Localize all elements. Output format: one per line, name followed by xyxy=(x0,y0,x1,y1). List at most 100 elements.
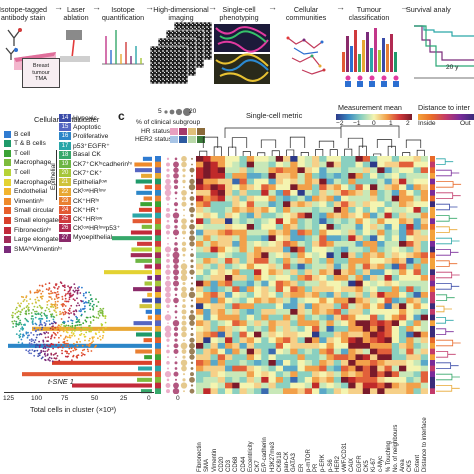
heatmap-cell xyxy=(348,252,356,259)
heatmap-cell xyxy=(203,320,211,327)
clinical-bubble xyxy=(166,304,170,309)
tsne-point xyxy=(48,308,50,311)
tsne-point xyxy=(30,317,33,320)
heatmap-cell xyxy=(210,320,219,327)
legend-label: Macrophage xyxy=(14,159,52,167)
heatmap-cell xyxy=(399,326,407,332)
legend-label: Apoptotic xyxy=(73,123,101,131)
tsne-point xyxy=(54,307,57,310)
heatmap-cell xyxy=(377,297,385,304)
heatmap-cell xyxy=(384,269,393,276)
heatmap-cell xyxy=(283,365,291,372)
tsne-point xyxy=(38,340,40,343)
tsne-point xyxy=(19,333,22,336)
heatmap-cell xyxy=(275,190,284,196)
tsne-point xyxy=(45,320,48,322)
heatmap-cell xyxy=(362,190,371,196)
heatmap-cell xyxy=(333,184,342,191)
phenotyping-images xyxy=(214,24,270,84)
clinical-bubble xyxy=(164,183,172,191)
tsne-point xyxy=(40,333,43,336)
tsne-point xyxy=(59,281,62,284)
heatmap-cell xyxy=(326,314,335,321)
heatmap-cell xyxy=(341,224,349,230)
clinical-bubble xyxy=(166,378,170,382)
heatmap-cell xyxy=(290,173,298,179)
heatmap-cell xyxy=(370,275,378,281)
heatmap-cell xyxy=(196,235,204,242)
heatmap-cell xyxy=(246,360,255,366)
heatmap-cell xyxy=(319,348,327,355)
heatmap-cell xyxy=(203,337,211,344)
tsne-point xyxy=(21,329,24,331)
cluster-color-cell xyxy=(155,190,161,196)
heatmap-cell xyxy=(297,178,306,185)
heatmap-cell xyxy=(297,229,306,236)
cluster-color-cell xyxy=(155,269,161,276)
heatmap-cell xyxy=(362,326,371,332)
heatmap-cell xyxy=(362,309,371,315)
tsne-point xyxy=(67,285,69,288)
tsne-point xyxy=(50,357,53,360)
cluster-color-cell xyxy=(155,377,161,383)
heatmap-cell xyxy=(370,167,378,174)
heatmap-cell xyxy=(232,167,240,174)
tsne-point xyxy=(25,295,28,297)
heatmap-cell xyxy=(268,377,277,383)
tsne-point xyxy=(50,290,52,293)
heatmap-cell xyxy=(399,365,407,372)
distance-cell xyxy=(430,388,435,394)
heatmap xyxy=(196,156,428,394)
heatmap-cell xyxy=(377,377,385,383)
tsne-point xyxy=(58,286,60,288)
heatmap-cell xyxy=(283,388,291,394)
heatmap-cell xyxy=(333,269,342,276)
heatmap-cell xyxy=(261,382,269,389)
heatmap-cell xyxy=(217,337,226,344)
cluster-color-strip xyxy=(155,156,161,394)
heatmap-cell xyxy=(275,229,284,236)
heatmap-cell xyxy=(377,303,385,310)
tsne-point xyxy=(25,332,28,335)
heatmap-cell xyxy=(232,365,240,372)
heatmap-cell xyxy=(355,178,364,185)
heatmap-cell xyxy=(246,388,255,394)
tsne-point xyxy=(21,327,24,330)
cell-count-bar xyxy=(144,355,152,360)
heatmap-cell xyxy=(413,280,422,287)
dendrogram-branch xyxy=(436,351,456,358)
heatmap-cell xyxy=(225,275,233,281)
tsne-point xyxy=(43,345,46,348)
tsne-point xyxy=(44,324,47,327)
heatmap-cell xyxy=(217,343,226,349)
heatmap-cell xyxy=(319,218,327,225)
tsne-point xyxy=(64,313,67,315)
legend-number: 14 xyxy=(59,114,71,122)
heatmap-cell xyxy=(362,388,371,394)
heatmap-cell xyxy=(261,178,269,185)
tsne-point xyxy=(20,323,23,326)
heatmap-cell xyxy=(312,161,320,168)
heatmap-cell xyxy=(275,371,284,378)
tsne-point xyxy=(68,334,71,337)
heatmap-cell xyxy=(355,320,364,327)
clinical-bubble xyxy=(190,310,194,314)
measurement-tick: 0 xyxy=(372,120,376,127)
distance-cell xyxy=(430,156,435,162)
cell-count-bar xyxy=(145,309,152,314)
heatmap-cell xyxy=(355,201,364,208)
heatmap-cell xyxy=(268,275,277,281)
heatmap-cell xyxy=(333,337,342,344)
heatmap-cell xyxy=(377,371,385,378)
heatmap-cell xyxy=(268,343,277,349)
heatmap-cell xyxy=(225,377,233,383)
heatmap-cell xyxy=(210,348,219,355)
heatmap-cell xyxy=(391,343,400,349)
heatmap-cell xyxy=(239,241,248,247)
heatmap-cell xyxy=(239,314,248,321)
heatmap-cell xyxy=(297,377,306,383)
heatmap-cell xyxy=(268,382,277,389)
heatmap-cell xyxy=(370,173,378,179)
tsne-point xyxy=(44,347,47,350)
row-dendrogram xyxy=(430,156,462,394)
